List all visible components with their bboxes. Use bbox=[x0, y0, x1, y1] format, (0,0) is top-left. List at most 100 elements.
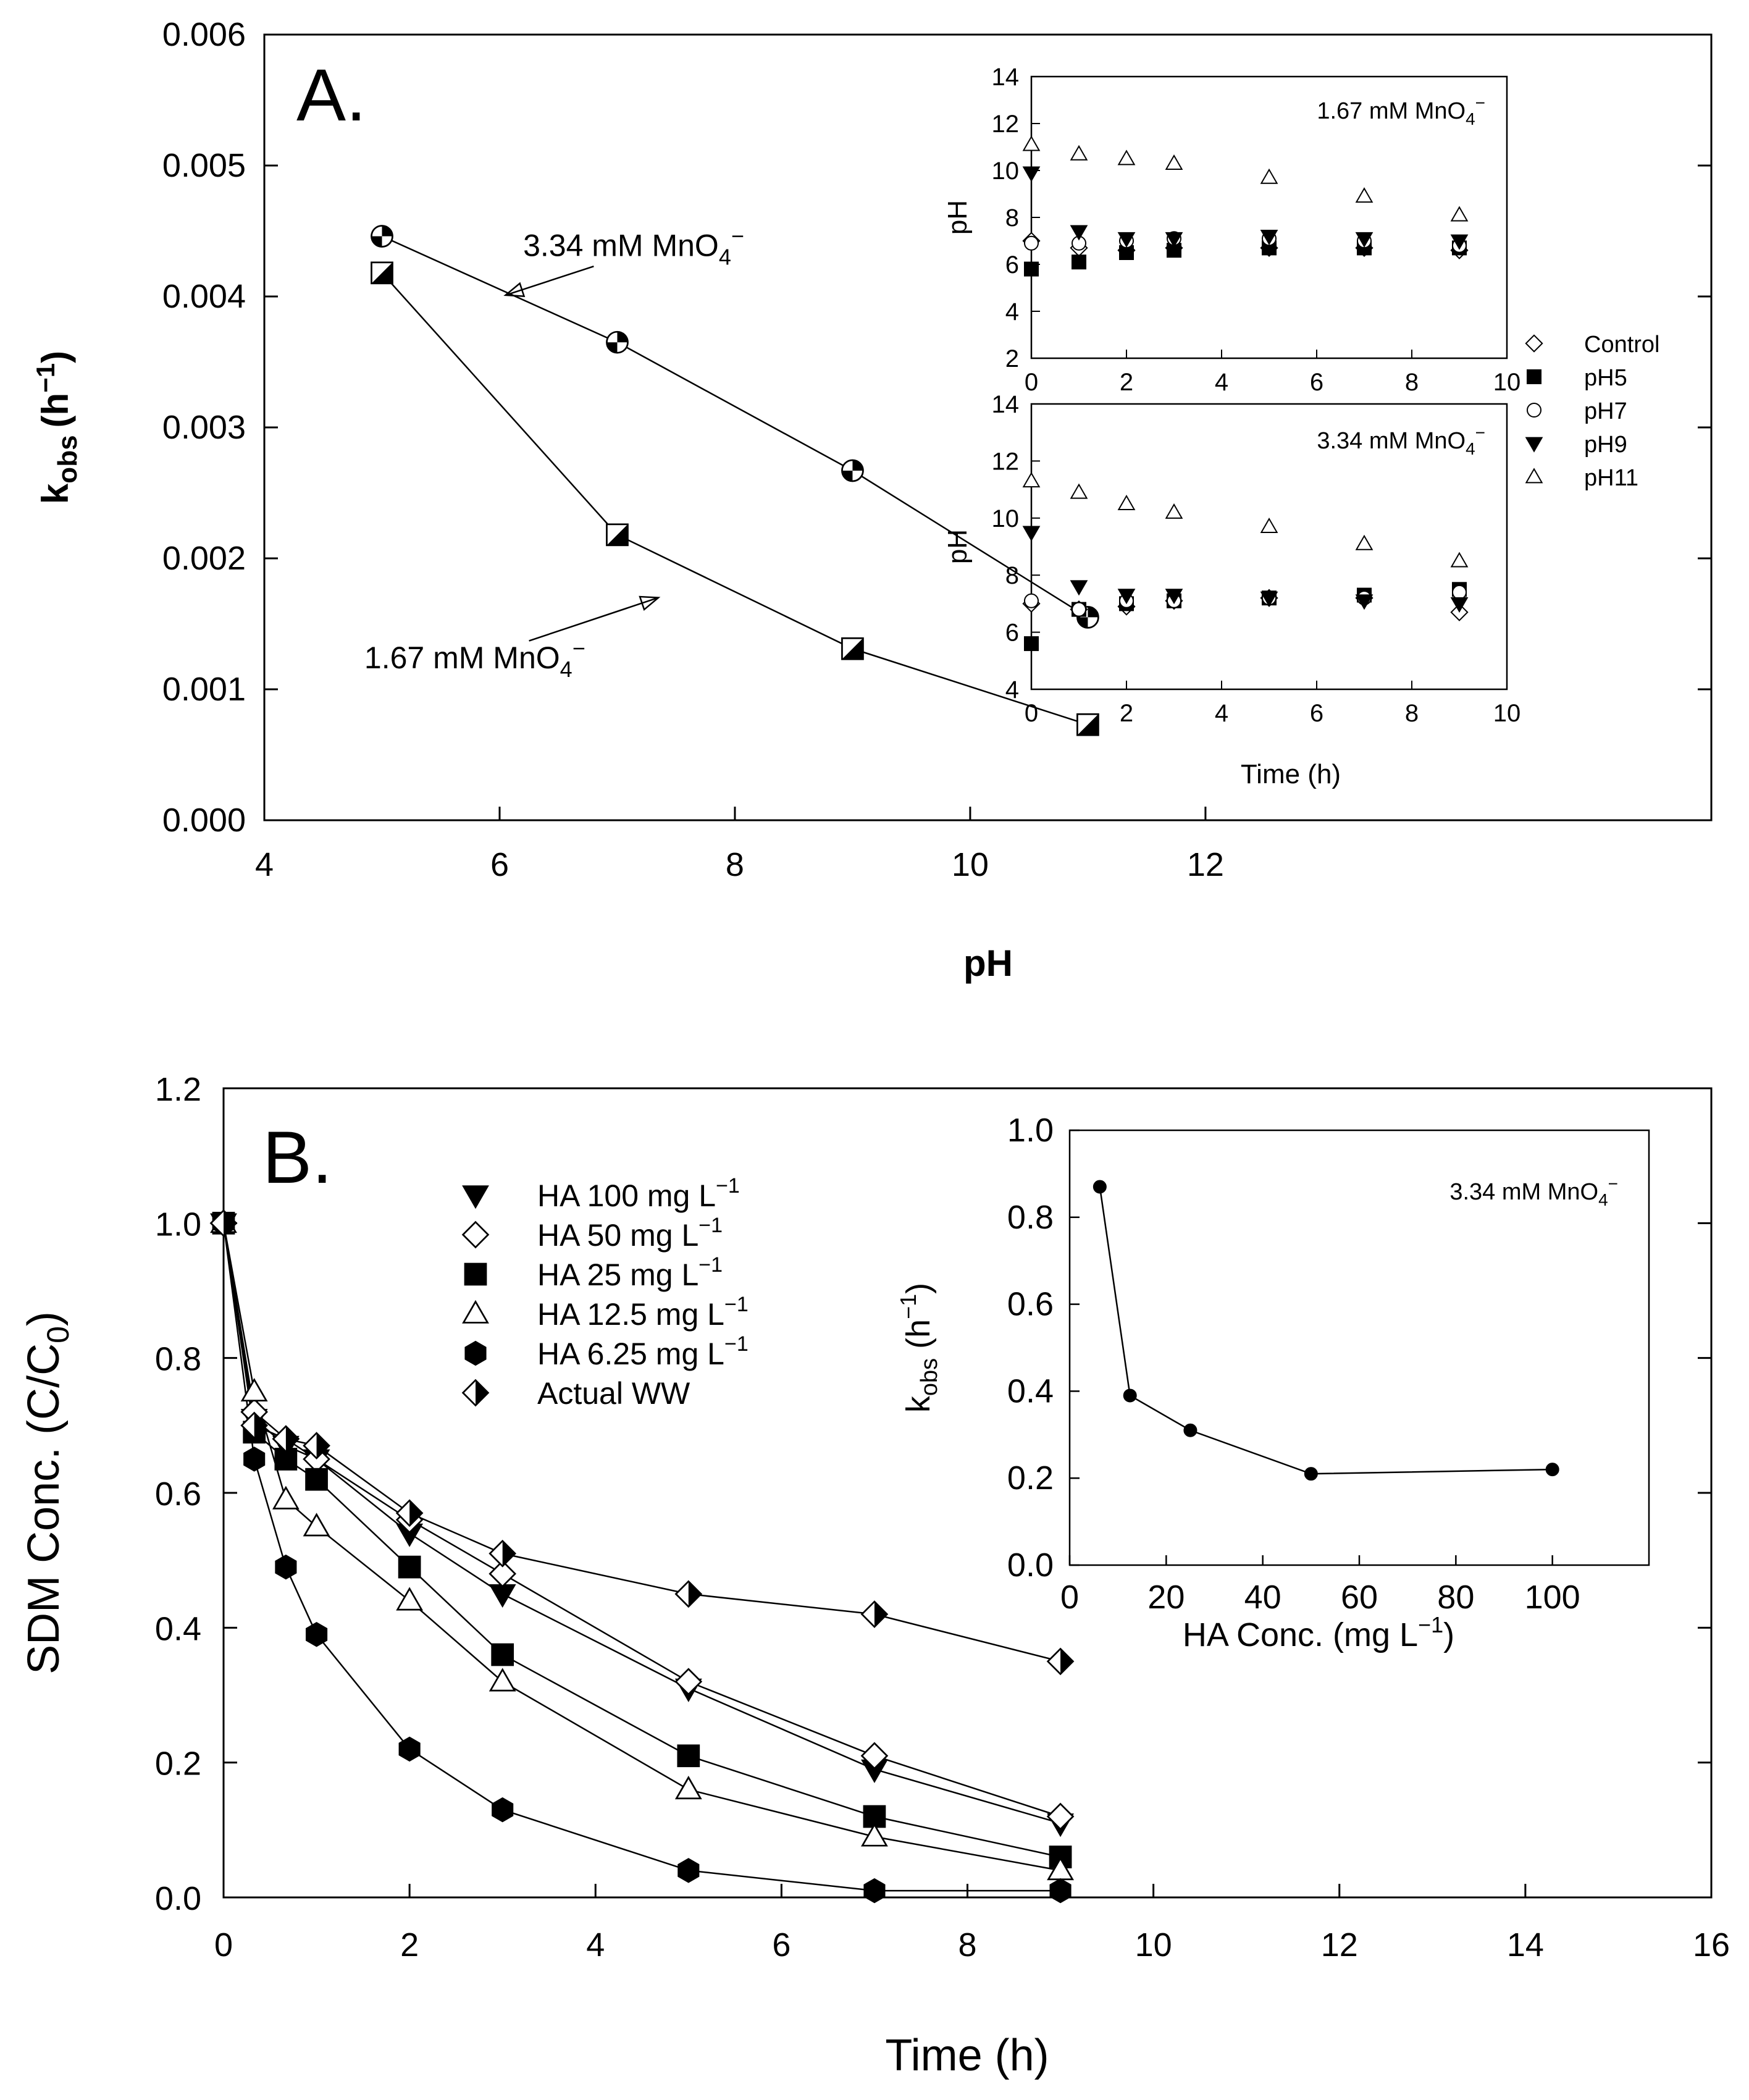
panel-a-inset-top-annotation-text: 1.67 mM MnO bbox=[1317, 98, 1466, 124]
panel-b-point-ww-1 bbox=[240, 1411, 269, 1440]
x-tick-label-3: 6 bbox=[772, 1926, 791, 1964]
panel-b-inset-series bbox=[1093, 1180, 1559, 1481]
panel-b-point-ha125-3 bbox=[303, 1513, 330, 1537]
y-tick-label-3: 0.003 bbox=[162, 409, 246, 446]
y-tick-label-5: 12 bbox=[992, 111, 1020, 138]
x-tick-label-5: 10 bbox=[1135, 1926, 1172, 1964]
panel-a-inset-bottom-point-pH5-0 bbox=[1024, 636, 1039, 652]
y-tick-label-4: 0.8 bbox=[1007, 1199, 1054, 1236]
y-tick-label-1: 0.2 bbox=[155, 1745, 201, 1783]
x-tick-label-7: 14 bbox=[1507, 1926, 1544, 1964]
panel-b-point-ha125-2 bbox=[272, 1485, 300, 1510]
panel-a-point-s334-1 bbox=[606, 330, 629, 354]
y-tick-label-2: 0.4 bbox=[1007, 1372, 1054, 1409]
panel-b-point-ha625-4 bbox=[398, 1736, 421, 1762]
panel-a-inset-bottom-point-pH7-6 bbox=[1452, 584, 1467, 600]
x-tick-label-0: 0 bbox=[1025, 700, 1038, 727]
panel-a-inset-bottom-point-pH11-0 bbox=[1022, 472, 1041, 488]
panel-b-frame bbox=[222, 1087, 1713, 1899]
panel-b-point-ww-0 bbox=[209, 1209, 238, 1237]
panel-b-inset-ylabel-units: (h bbox=[900, 1319, 937, 1358]
panel-b-point-ww-3 bbox=[303, 1432, 330, 1460]
panel-b-legend-label-ha625: HA 6.25 mg L−1 bbox=[537, 1332, 749, 1371]
panel-a-inset-top-point-pH11-5 bbox=[1355, 187, 1374, 203]
panel-b-point-ww-4 bbox=[395, 1499, 424, 1527]
x-tick-label-2: 4 bbox=[1215, 700, 1228, 727]
panel-b-point-ha625-2 bbox=[275, 1554, 297, 1580]
panel-b-legend-label-ha125: HA 12.5 mg L−1 bbox=[537, 1293, 749, 1332]
panel-b-inset-point-3 bbox=[1304, 1467, 1318, 1481]
panel-a-inset-bottom-series bbox=[1022, 472, 1469, 652]
panel-a-annotation-a167: 1.67 mM MnO4− bbox=[364, 636, 585, 682]
x-tick-label-5: 10 bbox=[1493, 369, 1521, 396]
panel-a-inset-bottom-point-pH11-2 bbox=[1117, 495, 1136, 511]
panel-b-ylabel-sub: 0 bbox=[41, 1326, 75, 1343]
panel-a-chart: 4 6 8 10 12 0.000 0.001 0.002 0.003 0.004 0.005 0.0… bbox=[31, 16, 1713, 984]
panel-b-inset-xlabel-sup: −1 bbox=[1418, 1612, 1443, 1637]
panel-a-inset-bottom-point-pH11-6 bbox=[1450, 552, 1469, 568]
y-tick-label-2: 0.4 bbox=[155, 1610, 201, 1647]
panel-a-point-s334-2 bbox=[841, 459, 864, 482]
panel-a-inset-legend: Control pH5 pH7 pH9 pH11 bbox=[1525, 332, 1660, 491]
panel-a-inset-bottom-xlabel: Time (h) bbox=[1241, 759, 1341, 789]
y-tick-label-6: 0.006 bbox=[162, 16, 246, 53]
x-tick-label-0: 0 bbox=[214, 1926, 233, 1964]
panel-b-inset-ylabel: kobs (h−1) bbox=[895, 1283, 942, 1413]
panel-b-legend: HA 100 mg L−1HA 50 mg L−1HA 25 mg L−1HA … bbox=[461, 1174, 749, 1411]
panel-a-inset-top-point-pH11-6 bbox=[1450, 206, 1469, 222]
x-tick-label-2: 8 bbox=[726, 846, 744, 883]
panel-a-legend-label-pH11: pH11 bbox=[1584, 465, 1638, 491]
panel-a-ylabel: kobs (h−1) bbox=[31, 351, 83, 504]
panel-b-point-ww-6 bbox=[674, 1580, 703, 1608]
x-tick-label-3: 6 bbox=[1310, 700, 1323, 727]
panel-b-inset-annotation: 3.34 mM MnO4− bbox=[1449, 1174, 1618, 1209]
x-tick-label-2: 40 bbox=[1244, 1579, 1281, 1616]
panel-b-inset-line bbox=[1099, 1186, 1553, 1475]
panel-a-inset-top-point-pH7-0 bbox=[1024, 235, 1039, 251]
panel-b-inset-point-4 bbox=[1545, 1463, 1559, 1477]
y-tick-label-3: 0.6 bbox=[155, 1476, 201, 1513]
panel-b-legend-label-ha25: HA 25 mg L−1 bbox=[537, 1253, 723, 1292]
panel-a-inset-bottom-ylabel: pH bbox=[942, 529, 973, 564]
y-tick-label-6: 14 bbox=[992, 64, 1020, 91]
panel-b-legend-label-ha50: HA 50 mg L−1 bbox=[537, 1214, 723, 1253]
panel-b-point-ha625-3 bbox=[306, 1621, 328, 1647]
panel-b-point-ha25-6 bbox=[677, 1744, 700, 1768]
y-tick-label-1: 0.2 bbox=[1007, 1460, 1054, 1497]
y-tick-label-3: 8 bbox=[1005, 204, 1019, 232]
panel-a-inset-bottom-annotation-sup: − bbox=[1475, 423, 1485, 442]
panel-a-arrowhead-a167 bbox=[639, 595, 661, 611]
y-tick-label-3: 10 bbox=[992, 505, 1020, 532]
panel-a-inset-bottom-point-pH11-5 bbox=[1355, 534, 1374, 550]
panel-b-inset-ylabel-sup: −1 bbox=[895, 1294, 921, 1319]
panel-a-point-s167-1 bbox=[606, 523, 629, 547]
panel-b-chart: 0 2 4 6 8 10 12 14 16 0.0 0.2 0.4 0.6 0.8 1.0 1.2 B. Ti… bbox=[19, 1071, 1730, 2080]
panel-b-point-ha25-3 bbox=[305, 1468, 328, 1491]
panel-b-point-ha125-6 bbox=[674, 1776, 702, 1800]
y-tick-label-4: 0.8 bbox=[155, 1341, 201, 1378]
panel-b-inset-ylabel-sub: obs bbox=[916, 1358, 942, 1396]
panel-b-point-ww-2 bbox=[272, 1425, 300, 1453]
panel-a-inset-bottom-point-pH11-4 bbox=[1260, 518, 1278, 534]
panel-a-label: A. bbox=[296, 54, 366, 136]
x-tick-label-4: 12 bbox=[1187, 846, 1224, 883]
panel-a-ylabel-sub: obs bbox=[52, 435, 83, 483]
x-tick-label-3: 10 bbox=[952, 846, 989, 883]
panel-a-ylabel-k: k bbox=[35, 483, 76, 504]
panel-b-point-ww-7 bbox=[860, 1600, 889, 1628]
panel-b-inset-xlabel-text: HA Conc. (mg L bbox=[1183, 1616, 1418, 1653]
panel-b-point-ha625-1 bbox=[243, 1447, 266, 1472]
y-tick-label-3: 0.6 bbox=[1007, 1286, 1054, 1323]
x-tick-label-1: 20 bbox=[1147, 1579, 1185, 1616]
x-tick-label-4: 8 bbox=[1405, 700, 1419, 727]
panel-a-inset-top-series bbox=[1022, 135, 1469, 277]
panel-b-inset: 0 20 40 60 80 100 0.0 0.2 0.4 0.6 0.8 1.0 HA Conc. … bbox=[895, 1112, 1650, 1653]
panel-a-ylabel-units: (h bbox=[35, 393, 76, 428]
panel-b-inset-ticks: 0 20 40 60 80 100 0.0 0.2 0.4 0.6 0.8 1.0 bbox=[1007, 1112, 1580, 1616]
panel-a-inset-bottom-point-pH9-3 bbox=[1165, 589, 1183, 605]
panel-b-point-ha50-5 bbox=[489, 1560, 517, 1588]
panel-b-point-ww-8 bbox=[1046, 1647, 1075, 1676]
panel-a-legend-label-pH5: pH5 bbox=[1584, 365, 1627, 391]
panel-a-line-s334 bbox=[381, 235, 1089, 618]
panel-a-inset-bottom-frame bbox=[1030, 403, 1508, 691]
